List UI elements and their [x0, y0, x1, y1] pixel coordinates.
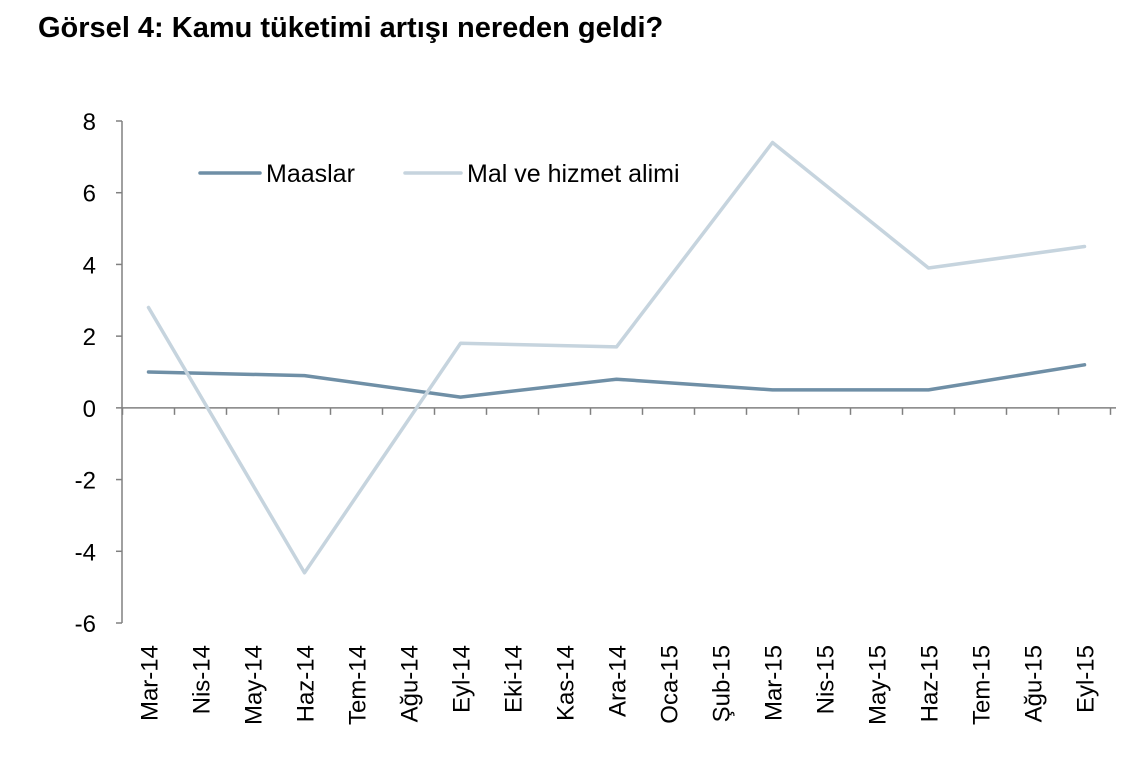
x-tick-labels: Mar-14 Nis-14 May-14 Haz-14 Tem-14 Ağu-14 Eyl-… — [137, 645, 1100, 725]
chart-legend: Maaslar Mal ve hizmet alimi — [198, 160, 680, 188]
x-tick-label: Haz-14 — [293, 645, 320, 722]
x-tick-label: Haz-15 — [917, 645, 944, 722]
x-tick-label: Mar-15 — [761, 645, 788, 721]
x-tick-label: Ağu-14 — [397, 645, 424, 722]
x-tick-label: Ağu-15 — [1021, 645, 1048, 722]
y-tick-label: 6 — [83, 181, 96, 208]
x-tick-label: Şub-15 — [709, 645, 736, 722]
legend-label: Mal ve hizmet alimi — [467, 160, 680, 188]
y-tick-label: -4 — [75, 539, 96, 566]
y-tick-label: -2 — [75, 468, 96, 495]
x-tick-label: Ara-14 — [605, 645, 632, 717]
x-tick-label: Nis-14 — [189, 645, 216, 714]
x-tick-label: Tem-15 — [969, 645, 996, 725]
series-line-0 — [146, 363, 1087, 399]
y-tick-label: 4 — [83, 252, 96, 279]
y-tick-label: -6 — [75, 611, 96, 638]
x-tick-label: Eyl-14 — [449, 645, 476, 713]
x-tick-label: Eyl-15 — [1073, 645, 1100, 713]
chart-series — [146, 140, 1087, 575]
y-tick-label: 2 — [83, 324, 96, 351]
x-tick-label: May-14 — [241, 645, 268, 725]
y-tick-label: 8 — [83, 109, 96, 136]
series-line-1 — [146, 140, 1087, 575]
x-tick-label: Kas-14 — [553, 645, 580, 721]
x-tick-label: May-15 — [865, 645, 892, 725]
x-tick-label: Nis-15 — [813, 645, 840, 714]
x-tick-label: Tem-14 — [345, 645, 372, 725]
x-tick-label: Eki-14 — [501, 645, 528, 713]
chart-axes — [116, 120, 1116, 624]
legend-label: Maaslar — [266, 160, 355, 188]
y-tick-label: 0 — [83, 396, 96, 423]
y-tick-labels: 8 6 4 2 0 -2 -4 -6 — [75, 109, 96, 638]
x-tick-label: Mar-14 — [137, 645, 164, 721]
x-tick-label: Oca-15 — [657, 645, 684, 724]
chart-title: Görsel 4: Kamu tüketimi artışı nereden g… — [38, 12, 664, 44]
